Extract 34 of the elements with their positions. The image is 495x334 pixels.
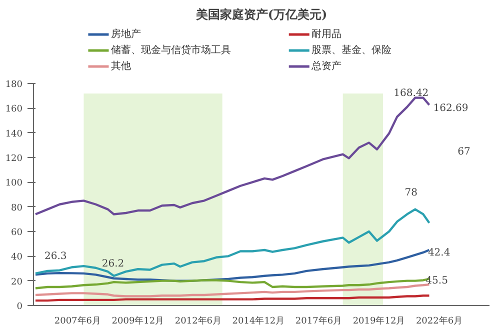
legend-label: 总资产	[310, 60, 342, 72]
y-tick-label: 120	[5, 154, 23, 164]
x-tick-label: 2022年6月	[416, 316, 463, 326]
y-tick-label: 140	[5, 129, 23, 140]
legend-label: 耐用品	[312, 29, 342, 40]
x-tick-label: 2014年12月	[232, 316, 285, 326]
annotation: 162.69	[433, 102, 468, 114]
annotation: 67	[458, 146, 470, 158]
y-tick-label: 0	[16, 302, 23, 312]
x-tick-label: 2017年6月	[295, 316, 342, 326]
x-tick-label: 2007年6月	[54, 316, 102, 326]
y-tick-label: 40	[11, 252, 23, 263]
line-series	[34, 283, 430, 298]
annotation: 26.3	[44, 251, 67, 262]
annotation: 26.2	[102, 258, 124, 270]
annotation: 168.42	[394, 88, 429, 99]
y-tick-label: 180	[5, 80, 23, 90]
annotation: 78	[404, 187, 418, 198]
annotation: 42.4	[428, 248, 450, 259]
legend-label: 储蓄、现金与信贷市场工具	[111, 44, 232, 56]
x-tick-label: 2019年12月	[352, 316, 406, 326]
y-tick-label: 100	[5, 178, 23, 189]
y-tick-label: 20	[11, 277, 23, 288]
line-series	[34, 96, 430, 216]
y-tick-label: 160	[5, 104, 23, 115]
x-tick-label: 2012年6月	[174, 316, 222, 326]
legend-label: 房地产	[111, 28, 142, 40]
annotation: 45.5	[426, 275, 448, 286]
y-tick-label: 80	[11, 203, 23, 214]
chart-title: 美国家庭资产(万亿美元)	[194, 8, 328, 22]
legend-label: 股票、基金、保险	[312, 44, 392, 56]
y-tick-label: 60	[11, 228, 23, 238]
legend-label: 其他	[111, 60, 132, 72]
x-tick-label: 2009年12月	[112, 316, 164, 326]
